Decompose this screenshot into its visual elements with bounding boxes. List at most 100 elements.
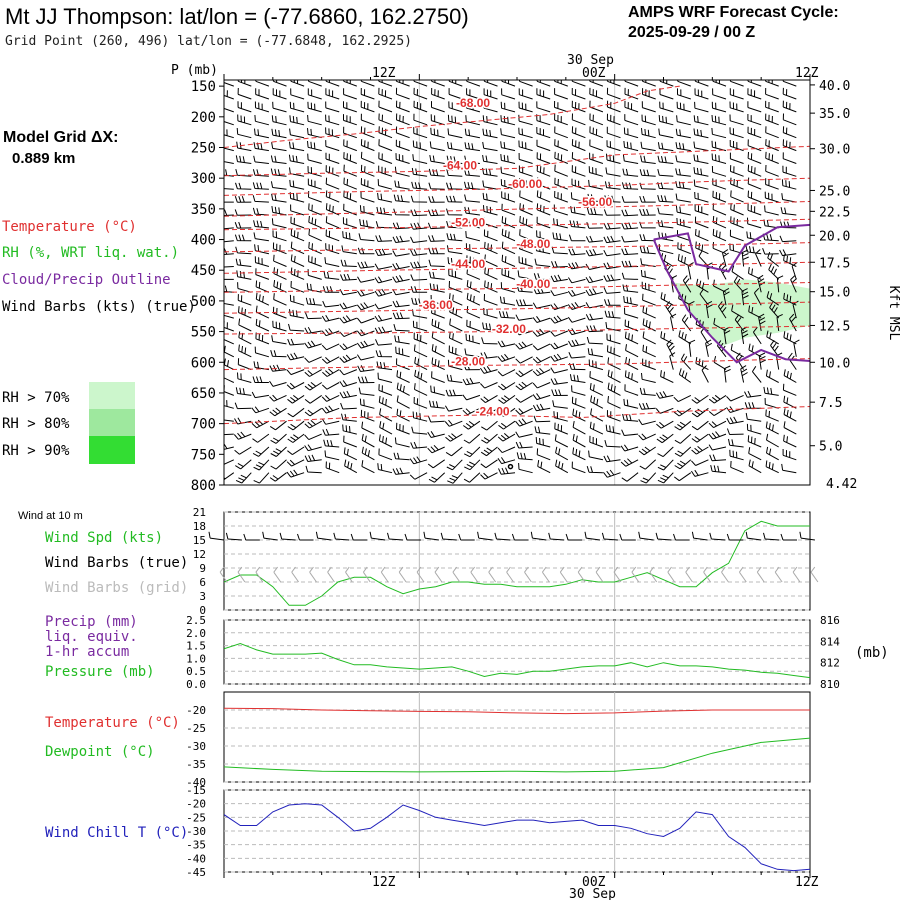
wind-barb	[621, 182, 639, 190]
wind-barb	[515, 394, 533, 403]
wind-barb	[567, 302, 586, 310]
wind-barb	[224, 285, 234, 293]
wind-barb	[747, 101, 762, 113]
wind-barb	[501, 268, 516, 280]
panel-tick-label: -30	[186, 740, 206, 753]
surface-height-label: 4.42	[826, 477, 857, 492]
wind-barb	[588, 179, 604, 190]
wind-barb	[783, 421, 797, 435]
wind-barb	[711, 101, 727, 113]
wind-barb	[497, 382, 516, 391]
wind-barb	[730, 343, 744, 358]
wind-barb	[287, 420, 305, 431]
wind-barb	[500, 128, 516, 139]
wind-barb	[224, 209, 234, 216]
wind-barb	[638, 433, 656, 441]
panel-tick-label: -35	[186, 839, 206, 852]
wind-barb	[429, 283, 445, 293]
wind-barb	[788, 352, 797, 370]
wind-barb	[224, 248, 234, 255]
isotherm-label: -48.00	[516, 237, 550, 251]
wind-barb	[730, 190, 744, 203]
wind-barb	[325, 229, 340, 242]
panel-tick-label: 21	[193, 506, 206, 519]
surface-wind-barb-true	[350, 533, 368, 541]
wind-barb	[482, 322, 498, 332]
cross-section-panel: -68.00 -64.00 -60.00 -56.00 -52.00 -48.00 -44.…	[224, 80, 810, 485]
wind-barb	[396, 395, 410, 409]
surface-wind-barb-true	[477, 531, 493, 541]
wind-barb	[518, 165, 533, 177]
wind-barb	[536, 230, 551, 242]
surface-wind-barb-grid	[685, 566, 693, 583]
wind-barb	[428, 168, 445, 177]
wind-barb	[413, 344, 428, 358]
wind-barb	[449, 305, 463, 319]
wind-barb	[705, 300, 713, 319]
wind-barb	[361, 446, 375, 461]
wind-barb	[638, 402, 656, 410]
wind-barb	[234, 446, 252, 455]
wind-barb	[413, 113, 428, 126]
wind-barb	[341, 413, 357, 422]
wind-barb	[290, 267, 305, 280]
panel-tick-label: -20	[186, 798, 206, 811]
wind-barb	[551, 261, 568, 268]
wind-barb	[571, 178, 586, 190]
wind-barb	[518, 462, 533, 474]
surface-wind-barb-grid	[219, 566, 228, 583]
wind-barb	[589, 152, 604, 164]
wind-barb	[553, 204, 568, 216]
wind-barb	[238, 306, 252, 319]
wind-barb	[533, 273, 551, 280]
wind-barb	[516, 452, 533, 461]
wind-barb	[782, 152, 797, 164]
isotherm-line-7	[224, 282, 810, 293]
isotherm-line-9	[224, 325, 810, 335]
wind-barb	[343, 80, 357, 87]
page-title: Mt JJ Thompson: lat/lon = (-77.6860, 162…	[5, 4, 469, 29]
wind-barb	[409, 456, 428, 465]
wind-barb	[554, 80, 568, 87]
wind-barb	[657, 168, 674, 177]
wind-barb	[429, 400, 445, 409]
wind-barb	[224, 107, 234, 113]
wind-barb	[622, 154, 639, 164]
wind-barb	[555, 446, 569, 461]
surface-wind-barb-true	[225, 532, 242, 541]
wind-barb	[515, 314, 533, 321]
wind-barb	[590, 408, 604, 422]
wind-barb	[412, 320, 428, 332]
wind-barb	[224, 240, 234, 243]
wind-barb	[536, 101, 551, 113]
wind-barb	[360, 113, 375, 126]
height-tick-label: 5.0	[819, 440, 842, 455]
wind-barb	[518, 127, 533, 139]
wind-barb	[781, 463, 797, 474]
wind-barb	[273, 254, 287, 267]
wind-barb	[321, 314, 340, 322]
wind-barb	[722, 249, 729, 267]
wind-barb	[553, 411, 568, 422]
wind-barb	[765, 164, 779, 177]
wind-barb	[588, 166, 604, 177]
wind-barb	[693, 179, 709, 190]
wind-barb	[393, 194, 410, 203]
wind-barb	[532, 403, 551, 412]
wind-barb	[570, 206, 586, 216]
wind-barb	[673, 407, 692, 417]
wind-barb	[603, 262, 621, 270]
wind-barb	[428, 209, 445, 217]
wind-barb	[640, 269, 656, 280]
surface-wind-barb-grid	[524, 566, 532, 583]
wind-barb	[621, 472, 639, 482]
wind-barb	[624, 384, 639, 396]
wind-barb	[288, 323, 305, 332]
wind-barb	[688, 339, 696, 357]
wind-barb	[712, 178, 727, 190]
wind-barb	[304, 444, 322, 452]
wind-barb	[585, 248, 603, 257]
wind-barb	[343, 126, 357, 139]
wind-barb	[711, 165, 727, 177]
wind-barb	[656, 420, 674, 429]
